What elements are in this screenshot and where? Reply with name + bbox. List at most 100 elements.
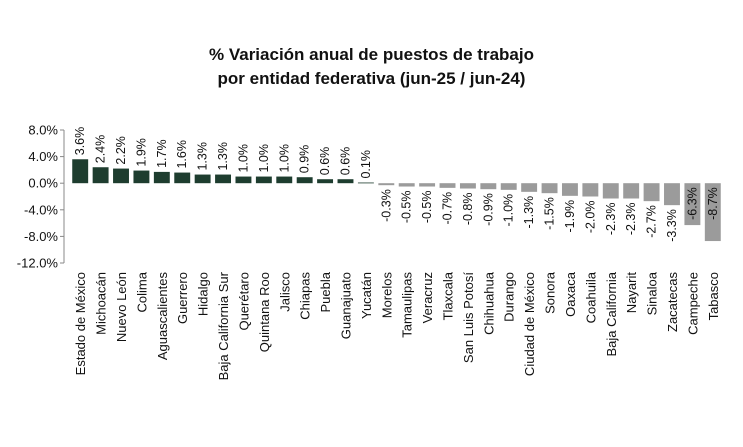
y-tick-label: 0.0% bbox=[28, 176, 58, 191]
y-tick-label: 8.0% bbox=[28, 123, 58, 138]
category-label: Quintana Roo bbox=[257, 272, 272, 352]
bar bbox=[521, 183, 538, 192]
category-label: Morelos bbox=[379, 272, 394, 319]
category-label: Nayarit bbox=[624, 272, 639, 314]
category-label: Chiapas bbox=[298, 272, 313, 320]
data-label: -1.9% bbox=[563, 200, 577, 233]
bar bbox=[704, 183, 721, 242]
bar bbox=[541, 183, 558, 194]
category-label: Querétaro bbox=[236, 272, 251, 331]
category-label: Hidalgo bbox=[196, 272, 211, 316]
data-label: 1.3% bbox=[216, 142, 230, 171]
bar bbox=[194, 174, 211, 184]
category-label: Campeche bbox=[685, 272, 700, 335]
data-label: 1.6% bbox=[175, 140, 189, 169]
category-label: Zacatecas bbox=[665, 272, 680, 332]
bar bbox=[439, 183, 456, 188]
bar bbox=[419, 183, 436, 187]
data-label: -0.5% bbox=[400, 191, 414, 224]
bar bbox=[337, 179, 354, 184]
category-label: Yucatán bbox=[359, 272, 374, 319]
category-label: Guanajuato bbox=[338, 272, 353, 339]
bar bbox=[153, 171, 170, 184]
data-label: -1.3% bbox=[522, 196, 536, 229]
data-label: 0.1% bbox=[359, 150, 373, 179]
data-label: -2.3% bbox=[604, 202, 618, 235]
bar bbox=[398, 183, 415, 187]
category-label: Estado de México bbox=[73, 272, 88, 375]
data-label: 1.0% bbox=[257, 144, 271, 173]
data-label: 0.6% bbox=[338, 147, 352, 176]
data-label: -2.0% bbox=[583, 201, 597, 234]
bar bbox=[684, 183, 701, 226]
bar bbox=[255, 176, 272, 184]
category-label: Colima bbox=[134, 271, 149, 312]
chart-title-line-1: % Variación anual de puestos de trabajo bbox=[209, 45, 534, 64]
category-label: Sonora bbox=[543, 271, 558, 314]
data-label: 1.0% bbox=[236, 144, 250, 173]
category-label: Durango bbox=[502, 272, 517, 322]
data-label: 1.9% bbox=[134, 138, 148, 167]
data-label: 1.7% bbox=[155, 139, 169, 168]
data-label: -0.5% bbox=[420, 191, 434, 224]
category-label: San Luis Potosí bbox=[461, 272, 476, 363]
category-label: Tamaulipas bbox=[400, 272, 415, 338]
category-label: Tabasco bbox=[706, 272, 721, 320]
bar bbox=[296, 177, 313, 184]
category-label: Oaxaca bbox=[563, 271, 578, 317]
data-label: -6.3% bbox=[685, 187, 699, 220]
category-label: Michoacán bbox=[94, 272, 109, 335]
bar bbox=[480, 183, 497, 190]
category-label: Ciudad de México bbox=[522, 272, 537, 376]
category-label: Sinaloa bbox=[645, 271, 660, 315]
data-label: 3.6% bbox=[73, 127, 87, 156]
y-tick-label: -12.0% bbox=[17, 256, 59, 271]
y-tick-label: 4.0% bbox=[28, 149, 58, 164]
data-label: -0.8% bbox=[461, 193, 475, 226]
bar bbox=[235, 176, 252, 184]
bar bbox=[561, 183, 578, 196]
bar bbox=[582, 183, 599, 197]
data-label: -0.3% bbox=[379, 189, 393, 222]
bar bbox=[174, 172, 191, 184]
category-label: Guerrero bbox=[175, 272, 190, 324]
data-label: -0.9% bbox=[481, 193, 495, 226]
category-label: Nuevo León bbox=[114, 272, 129, 342]
category-label: Puebla bbox=[318, 271, 333, 312]
category-label: Baja California bbox=[604, 271, 619, 356]
data-label: 1.0% bbox=[277, 144, 291, 173]
data-label: 2.2% bbox=[114, 136, 128, 165]
bar bbox=[276, 176, 293, 184]
bar bbox=[72, 159, 89, 184]
data-label: 0.9% bbox=[298, 145, 312, 174]
data-label: -2.7% bbox=[645, 205, 659, 238]
y-tick-label: -8.0% bbox=[24, 229, 58, 244]
bar bbox=[664, 183, 680, 206]
bar bbox=[500, 183, 517, 190]
category-label: Aguascalientes bbox=[155, 272, 170, 361]
bar bbox=[459, 183, 476, 189]
bar bbox=[602, 183, 619, 199]
category-label: Jalisco bbox=[277, 272, 292, 312]
bar bbox=[113, 168, 129, 184]
data-label: 2.4% bbox=[94, 135, 108, 164]
category-label: Baja California Sur bbox=[216, 271, 231, 380]
data-label: -2.3% bbox=[624, 202, 638, 235]
data-label: 1.3% bbox=[196, 142, 210, 171]
data-label: -3.3% bbox=[665, 209, 679, 242]
data-label: 0.6% bbox=[318, 147, 332, 176]
bar bbox=[357, 182, 374, 184]
category-label: Coahuila bbox=[583, 271, 598, 323]
bar bbox=[215, 174, 232, 184]
bar bbox=[317, 179, 334, 184]
y-tick-label: -4.0% bbox=[24, 202, 58, 217]
bar bbox=[133, 170, 150, 184]
data-label: -1.0% bbox=[502, 194, 516, 227]
bar bbox=[378, 183, 395, 186]
category-label: Chihuahua bbox=[481, 271, 496, 335]
category-label: Tlaxcala bbox=[441, 271, 456, 320]
data-label: -1.5% bbox=[543, 197, 557, 230]
chart-title-line-2: por entidad federativa (jun-25 / jun-24) bbox=[217, 69, 526, 88]
